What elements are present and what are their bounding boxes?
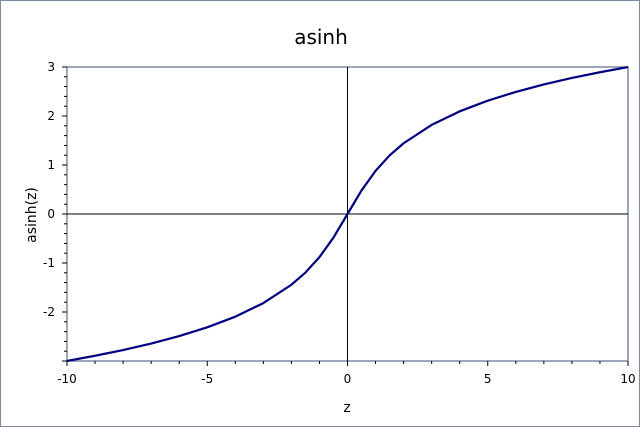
x-tick-label: -5 — [201, 372, 213, 386]
y-axis-label: asinh(z) — [24, 187, 40, 243]
series-line — [66, 66, 629, 362]
y-tick-label: 0 — [47, 207, 55, 221]
x-tick-label: 10 — [620, 372, 635, 386]
x-axis-label: z — [343, 400, 350, 416]
y-tick-label: 2 — [47, 109, 55, 123]
x-tick-label: 5 — [484, 372, 492, 386]
y-tick-label: -2 — [43, 305, 55, 319]
y-tick-label: 1 — [47, 158, 55, 172]
series-layer — [66, 66, 629, 362]
x-tick-label: 0 — [344, 372, 352, 386]
x-tick-label: -10 — [57, 372, 77, 386]
chart-title: asinh — [294, 25, 348, 49]
y-tick-label: -1 — [43, 256, 55, 270]
y-tick-label: 3 — [47, 60, 55, 74]
axis-ticks — [62, 66, 629, 366]
